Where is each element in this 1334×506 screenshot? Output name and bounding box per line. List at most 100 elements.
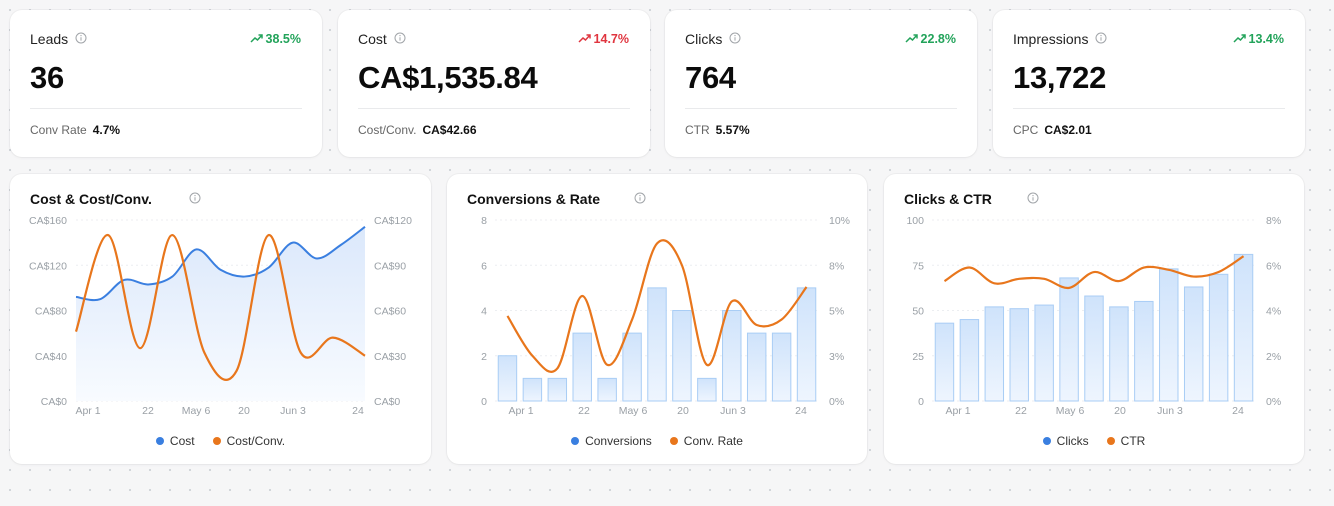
y-tick-label-right: 0%: [1266, 396, 1281, 408]
legend-label: Clicks: [1056, 434, 1089, 448]
clicks-chart[interactable]: 0 0% 25 2% 50 4% 75 6% 100 8% Apr 1 22 May 6 20 Jun 3 2…: [884, 174, 1304, 464]
bar: [522, 377, 543, 402]
bar: [796, 287, 817, 402]
y-tick-label-left: CA$0: [41, 396, 67, 408]
info-icon[interactable]: [189, 191, 201, 209]
delta-value: 13.4%: [1248, 32, 1284, 46]
y-tick-label-right: 6%: [1266, 260, 1281, 272]
y-tick-label-left: 75: [912, 260, 924, 272]
chart-title: Cost & Cost/Conv.: [30, 191, 152, 207]
x-tick-label: 22: [142, 405, 154, 417]
info-icon[interactable]: [729, 31, 741, 47]
rate-line: [506, 239, 808, 373]
cost-chart[interactable]: CA$0 CA$0 CA$40 CA$30 CA$80 CA$60 CA$120 CA$90 C…: [10, 174, 431, 464]
legend-item-clicks[interactable]: Clicks: [1042, 434, 1089, 448]
sub-value: CA$2.01: [1044, 123, 1092, 137]
bar: [1059, 277, 1079, 402]
legend-label: Cost: [169, 434, 195, 448]
bar: [497, 355, 518, 402]
delta-badge: 14.7%: [578, 32, 629, 46]
divider: [30, 108, 302, 109]
legend-item-cost[interactable]: Cost: [155, 434, 195, 448]
delta-value: 38.5%: [265, 32, 301, 46]
info-icon[interactable]: [634, 191, 646, 209]
y-tick-label-right: CA$90: [374, 260, 406, 272]
delta-value: 14.7%: [593, 32, 629, 46]
chart-title: Clicks & CTR: [904, 191, 992, 207]
x-tick-label: May 6: [619, 405, 648, 417]
kpi-label: Clicks: [685, 31, 723, 47]
legend-label: CTR: [1120, 434, 1146, 448]
info-icon[interactable]: [75, 31, 87, 47]
sub-label: CTR: [685, 123, 710, 137]
divider: [685, 108, 957, 109]
delta-badge: 22.8%: [905, 32, 956, 46]
bar: [722, 310, 742, 402]
kpi-value: 764: [685, 60, 736, 95]
info-icon[interactable]: [1095, 31, 1107, 47]
y-tick-label-left: 0: [481, 396, 487, 408]
sub-value: CA$42.66: [422, 123, 477, 137]
x-tick-label: Apr 1: [945, 405, 970, 417]
legend-item-cost-per-conv[interactable]: Cost/Conv.: [212, 434, 285, 448]
kpi-value: CA$1,535.84: [358, 60, 538, 95]
legend-dot: [212, 437, 221, 445]
sub-value: 4.7%: [92, 123, 121, 137]
legend-item-conversions[interactable]: Conversions: [571, 434, 652, 448]
chart-title: Conversions & Rate: [467, 191, 601, 207]
y-tick-label-left: 2: [481, 351, 487, 363]
legend-dot: [1106, 437, 1115, 445]
chart-card-conversions: 0 0% 2 3% 4 5% 6 8% 8 10% Apr 1 22 May 6 20 Jun 3 24 Co…: [447, 174, 867, 464]
legend-item-ctr[interactable]: CTR: [1106, 434, 1146, 448]
bar: [1034, 304, 1054, 402]
bar: [959, 319, 980, 402]
bar: [672, 310, 692, 402]
rate-line: [74, 233, 366, 381]
y-tick-label-right: 8%: [829, 260, 844, 272]
legend-dot: [669, 437, 678, 445]
cost-line: [75, 225, 366, 302]
y-tick-label-right: 4%: [1266, 306, 1281, 318]
chart-legend: Cost Cost/Conv.: [10, 434, 431, 448]
x-tick-label: Jun 3: [280, 405, 306, 417]
kpi-card-leads: Leads 38.5% 36 Conv Rate 4.7%: [10, 10, 322, 157]
legend-label: Conv. Rate: [683, 434, 743, 448]
cost-area: [76, 226, 365, 401]
x-tick-label: 22: [1015, 405, 1027, 417]
y-tick-label-left: 0: [918, 396, 924, 408]
bar: [1233, 253, 1254, 402]
legend-item-conv-rate[interactable]: Conv. Rate: [669, 434, 743, 448]
kpi-label: Cost: [358, 31, 387, 47]
bar: [771, 332, 792, 402]
x-tick-label: 20: [1114, 405, 1126, 417]
bar: [1159, 268, 1179, 402]
delta-value: 22.8%: [920, 32, 956, 46]
kpi-card-clicks: Clicks 22.8% 764 CTR 5.57%: [665, 10, 977, 157]
kpi-value: 13,722: [1013, 60, 1107, 95]
y-tick-label-left: 4: [481, 306, 487, 318]
bar: [697, 377, 717, 402]
y-tick-label-left: 6: [481, 260, 487, 272]
sub-label: CPC: [1013, 123, 1039, 137]
bar: [1009, 308, 1029, 402]
info-icon[interactable]: [1027, 191, 1039, 209]
x-tick-label: 20: [677, 405, 689, 417]
sub-label: Conv Rate: [30, 123, 87, 137]
bar: [934, 322, 955, 402]
y-tick-label-left: CA$80: [35, 306, 67, 318]
x-tick-label: 24: [1232, 405, 1244, 417]
trend-up-icon: [1233, 32, 1246, 46]
bar: [572, 332, 592, 402]
conversions-chart[interactable]: 0 0% 2 3% 4 5% 6 8% 8 10% Apr 1 22 May 6 20 Jun 3 24: [447, 174, 867, 464]
x-tick-label: Jun 3: [1157, 405, 1183, 417]
info-icon[interactable]: [394, 31, 406, 47]
y-tick-label-left: CA$160: [29, 215, 67, 227]
y-tick-label-right: 8%: [1266, 215, 1281, 227]
legend-dot: [1042, 437, 1051, 445]
sub-label: Cost/Conv.: [358, 123, 417, 137]
kpi-value: 36: [30, 60, 64, 95]
y-tick-label-left: 50: [912, 306, 924, 318]
bar: [1084, 295, 1104, 402]
sub-value: 5.57%: [715, 123, 750, 137]
y-tick-label-right: CA$30: [374, 351, 406, 363]
